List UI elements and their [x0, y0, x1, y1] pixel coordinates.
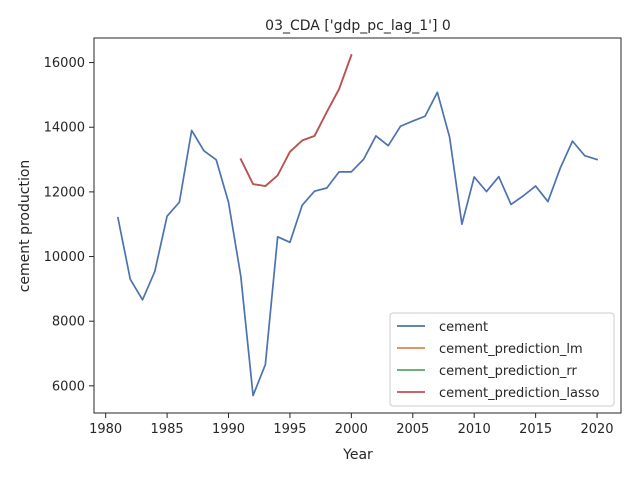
- legend-label-cement-prediction-lm: cement_prediction_lm: [439, 342, 583, 357]
- plot-frame: [93, 37, 622, 414]
- y-axis-title: cement production: [17, 160, 33, 293]
- y-axis: 6000 8000 10000 12000 14000 16000: [44, 56, 94, 394]
- legend-label-cement-prediction-rr: cement_prediction_rr: [439, 364, 577, 379]
- series-line-cement-prediction-lasso: [239, 54, 353, 187]
- x-tick-label: 1990: [212, 422, 245, 437]
- plot-lines: [116, 54, 599, 397]
- x-tick-label: 2020: [580, 422, 613, 437]
- x-tick-label: 1985: [151, 422, 184, 437]
- x-tick-label: 2005: [396, 422, 429, 437]
- x-tick-label: 2010: [458, 422, 491, 437]
- x-tick-label: 2015: [519, 422, 552, 437]
- y-tick-label: 12000: [44, 185, 85, 200]
- y-tick-label: 10000: [44, 250, 85, 265]
- x-axis-title: Year: [342, 447, 373, 463]
- y-tick-label: 6000: [52, 379, 85, 394]
- series-line-cement: [116, 91, 599, 397]
- legend-box: [389, 312, 615, 407]
- legend-label-cement-prediction-lasso: cement_prediction_lasso: [439, 386, 599, 401]
- y-tick-label: 14000: [44, 121, 85, 136]
- legend: cement cement_prediction_lm cement_predict…: [389, 312, 615, 407]
- y-tick-label: 8000: [52, 315, 85, 330]
- legend-label-cement: cement: [439, 320, 488, 335]
- y-tick-label: 16000: [44, 56, 85, 71]
- x-axis: 1980 1985 1990 1995 2000 2005 2010 2015 2020: [89, 413, 614, 437]
- chart-title: 03_CDA ['gdp_pc_lag_1'] 0: [265, 18, 451, 34]
- x-tick-label: 1980: [89, 422, 122, 437]
- x-tick-label: 1995: [273, 422, 306, 437]
- x-tick-label: 2000: [335, 422, 368, 437]
